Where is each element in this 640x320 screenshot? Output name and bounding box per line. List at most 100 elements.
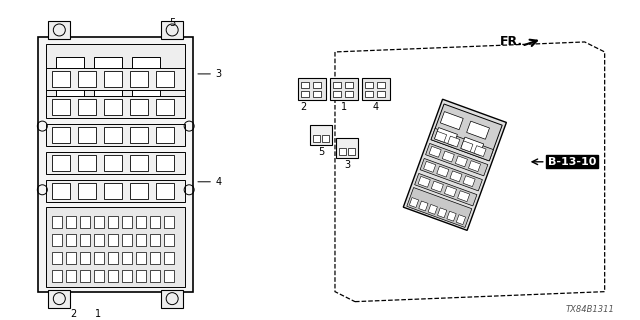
Bar <box>444 186 456 197</box>
Text: FR.: FR. <box>500 36 523 48</box>
Bar <box>150 216 160 228</box>
Bar <box>442 151 454 162</box>
Bar <box>150 234 160 246</box>
Text: 4: 4 <box>373 102 379 112</box>
Bar <box>474 146 486 156</box>
Bar <box>467 121 490 139</box>
Bar <box>440 112 463 130</box>
Bar <box>80 252 90 264</box>
Bar <box>136 216 146 228</box>
Bar <box>46 180 185 202</box>
Text: 1: 1 <box>95 308 101 319</box>
Bar <box>46 68 185 90</box>
Bar <box>461 137 484 155</box>
Bar <box>301 91 309 97</box>
Bar <box>403 99 506 230</box>
Bar <box>345 82 353 88</box>
Bar <box>339 148 346 155</box>
Bar <box>67 252 76 264</box>
Bar <box>52 183 70 199</box>
Bar <box>94 83 122 101</box>
Bar <box>122 234 132 246</box>
Text: 3: 3 <box>344 160 350 170</box>
Bar <box>313 82 321 88</box>
Bar <box>447 211 456 221</box>
Bar <box>108 234 118 246</box>
Bar <box>94 216 104 228</box>
Bar <box>130 127 148 143</box>
Bar <box>104 183 122 199</box>
Bar <box>78 127 96 143</box>
Text: 2: 2 <box>70 308 76 319</box>
Bar <box>161 290 183 308</box>
Bar <box>122 216 132 228</box>
Bar <box>431 181 444 192</box>
Bar <box>136 252 146 264</box>
Bar <box>301 82 309 88</box>
Bar <box>49 290 70 308</box>
Bar <box>52 155 70 171</box>
Text: 5: 5 <box>169 18 175 28</box>
Bar <box>407 188 472 228</box>
Text: 4: 4 <box>215 177 221 187</box>
Bar <box>49 21 70 39</box>
Bar <box>56 57 84 75</box>
Bar <box>428 204 437 214</box>
Bar <box>130 183 148 199</box>
Bar <box>313 91 321 97</box>
Bar <box>424 161 436 172</box>
Bar <box>67 216 76 228</box>
Bar <box>130 99 148 115</box>
Bar <box>426 143 488 176</box>
Bar <box>67 270 76 282</box>
Bar <box>46 207 185 287</box>
Bar <box>410 198 419 207</box>
Bar <box>78 99 96 115</box>
Bar <box>52 127 70 143</box>
Bar <box>435 128 458 146</box>
Bar <box>46 44 185 109</box>
Bar <box>132 57 160 75</box>
Bar <box>461 141 473 152</box>
Bar <box>450 171 462 182</box>
Bar <box>435 131 447 142</box>
Bar <box>456 215 465 225</box>
Bar <box>132 83 160 101</box>
Bar <box>104 127 122 143</box>
Text: TX84B1311: TX84B1311 <box>565 305 614 314</box>
Bar <box>108 216 118 228</box>
Bar <box>447 136 460 147</box>
Bar <box>455 156 467 167</box>
Bar <box>52 234 62 246</box>
Bar <box>330 78 358 100</box>
Bar <box>164 270 174 282</box>
Bar <box>52 270 62 282</box>
Bar <box>108 270 118 282</box>
Bar <box>78 71 96 87</box>
Bar <box>80 270 90 282</box>
Bar <box>298 78 326 100</box>
Bar <box>46 124 185 146</box>
Bar <box>156 183 174 199</box>
Bar <box>130 155 148 171</box>
Bar <box>377 91 385 97</box>
Bar <box>156 99 174 115</box>
Bar <box>122 270 132 282</box>
Bar <box>46 96 185 118</box>
Bar <box>377 82 385 88</box>
Bar <box>468 161 481 172</box>
Bar <box>52 252 62 264</box>
Bar <box>345 91 353 97</box>
Bar <box>418 176 430 187</box>
Bar <box>94 57 122 75</box>
Bar <box>136 270 146 282</box>
Bar <box>161 21 183 39</box>
Text: B-13-10: B-13-10 <box>548 157 596 167</box>
Bar <box>94 252 104 264</box>
Bar <box>67 234 76 246</box>
Bar <box>136 234 146 246</box>
Bar <box>130 71 148 87</box>
Bar <box>415 173 477 206</box>
Bar <box>164 252 174 264</box>
Bar <box>365 91 373 97</box>
